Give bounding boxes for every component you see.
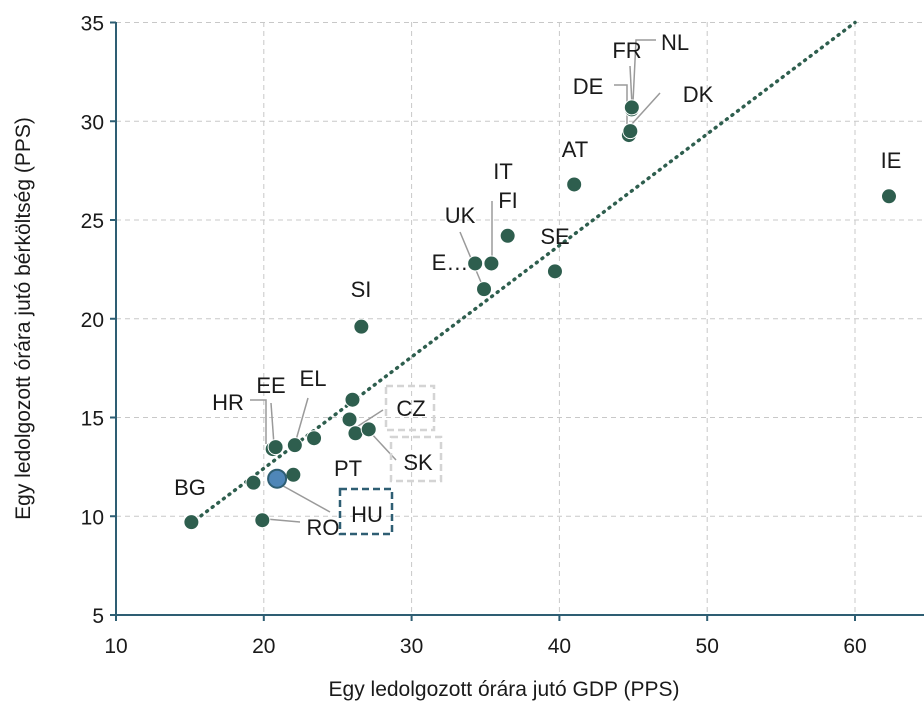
point-label: HR bbox=[212, 390, 244, 415]
label-box bbox=[338, 487, 394, 536]
label-leader-line bbox=[270, 402, 275, 446]
data-point bbox=[347, 425, 364, 442]
label-box bbox=[389, 435, 443, 483]
point-label: HU bbox=[351, 502, 383, 527]
data-point bbox=[344, 391, 361, 408]
data-point bbox=[476, 281, 493, 298]
point-label: EL bbox=[300, 366, 327, 391]
label-leader-line bbox=[295, 397, 309, 441]
label-leader-line bbox=[275, 481, 331, 513]
data-point bbox=[467, 255, 484, 272]
label-boxes bbox=[338, 384, 443, 536]
data-point bbox=[183, 514, 200, 531]
data-point bbox=[880, 188, 897, 205]
point-label: BG bbox=[174, 475, 206, 500]
point-label: EE bbox=[256, 373, 285, 398]
y-tick-labels: 5 10 15 20 25 30 35 bbox=[81, 13, 116, 628]
point-label: IT bbox=[493, 159, 513, 184]
point-label: RO bbox=[307, 515, 340, 540]
x-tick-label: 30 bbox=[400, 635, 423, 658]
label-box bbox=[384, 384, 436, 432]
data-point bbox=[286, 437, 303, 454]
point-label: NL bbox=[661, 30, 689, 55]
point-label: FI bbox=[498, 188, 518, 213]
label-leader-line bbox=[629, 65, 633, 106]
point-label: PT bbox=[334, 456, 362, 481]
data-point bbox=[622, 123, 639, 140]
label-leader-line bbox=[630, 92, 661, 126]
data-point bbox=[360, 421, 377, 438]
point-label: CZ bbox=[396, 396, 425, 421]
x-tick-label: 50 bbox=[696, 635, 719, 658]
data-point bbox=[499, 227, 516, 244]
point-labels: BG RO HU HR EE EL PT CZ SK SI E… UK IT FI SE AT DE DK FR NL… bbox=[174, 30, 901, 540]
y-tick-label: 15 bbox=[81, 408, 104, 431]
label-leader-lines bbox=[250, 39, 661, 523]
point-label: DK bbox=[683, 82, 714, 107]
grid-lines bbox=[116, 22, 924, 615]
data-point bbox=[341, 411, 358, 428]
x-axis-title: Egy ledolgozott órára jutó GDP (PPS) bbox=[329, 678, 680, 701]
x-tick-label: 10 bbox=[104, 635, 127, 658]
y-tick-label: 20 bbox=[81, 309, 104, 332]
data-point-highlight bbox=[267, 468, 288, 489]
point-label: SE bbox=[540, 224, 569, 249]
point-label: SK bbox=[403, 450, 433, 475]
data-point bbox=[483, 255, 500, 272]
y-tick-label: 30 bbox=[81, 111, 104, 134]
data-point bbox=[546, 263, 563, 280]
x-tick-label: 40 bbox=[548, 635, 571, 658]
point-label: FR bbox=[612, 38, 641, 63]
point-label: DE bbox=[573, 74, 604, 99]
data-point bbox=[353, 318, 370, 335]
data-point bbox=[267, 439, 284, 456]
y-axis-title: Egy ledolgozott órára jutó bérköltség (P… bbox=[12, 117, 35, 520]
label-leader-line bbox=[250, 399, 267, 444]
y-tick-label: 10 bbox=[81, 506, 104, 529]
x-tick-labels: 10 20 30 40 50 60 bbox=[104, 615, 867, 658]
data-point bbox=[306, 430, 323, 447]
point-label: AT bbox=[562, 137, 588, 162]
y-tick-label: 5 bbox=[92, 605, 104, 628]
point-label: SI bbox=[351, 277, 372, 302]
data-point bbox=[623, 99, 640, 116]
data-point bbox=[254, 512, 271, 529]
data-point bbox=[285, 466, 302, 483]
point-label: UK bbox=[445, 203, 476, 228]
point-label: E… bbox=[432, 250, 469, 275]
y-tick-label: 25 bbox=[81, 210, 104, 233]
label-leader-line bbox=[632, 39, 656, 103]
point-label: IE bbox=[881, 148, 902, 173]
data-points bbox=[183, 99, 897, 531]
x-tick-label: 60 bbox=[843, 635, 866, 658]
data-point bbox=[245, 474, 262, 491]
y-tick-label: 35 bbox=[81, 13, 104, 36]
data-point bbox=[566, 176, 583, 193]
x-tick-label: 20 bbox=[252, 635, 275, 658]
label-leader-line bbox=[265, 518, 301, 523]
